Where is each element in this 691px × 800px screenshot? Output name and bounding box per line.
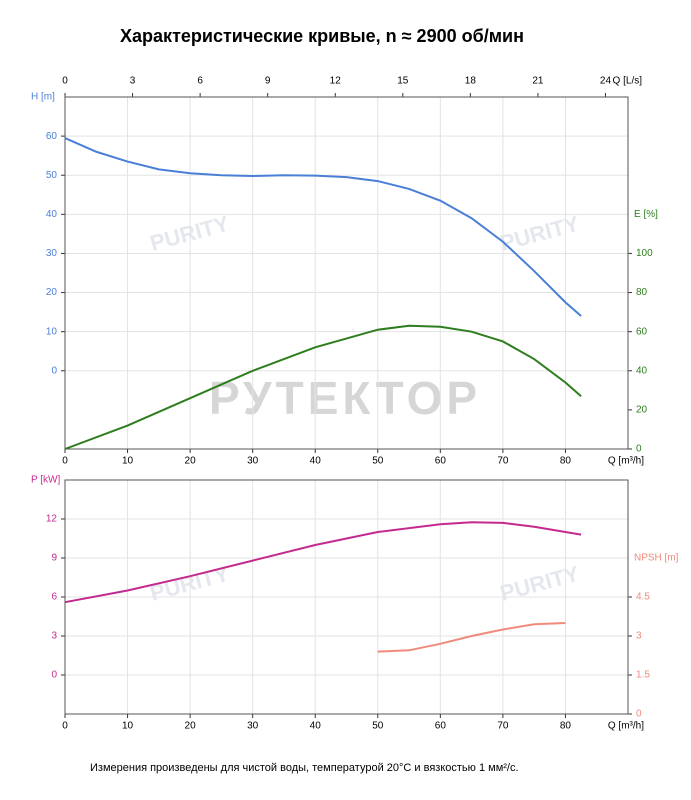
chart-title: Характеристические кривые, n ≈ 2900 об/м… (120, 26, 524, 46)
y-tick-label: 6 (51, 592, 57, 603)
x-tick-label: 60 (435, 721, 447, 732)
x-tick-label: 50 (372, 456, 384, 467)
x-tick-label: 40 (310, 721, 322, 732)
y2-tick-label: 40 (636, 365, 648, 376)
series-line (64, 521, 582, 604)
x2-tick-label: 6 (197, 76, 203, 87)
x-tick-label: 40 (310, 456, 322, 467)
y-tick-label: 12 (46, 514, 58, 525)
y-axis-label: P [kW] (31, 475, 60, 486)
x2-tick-label: 0 (62, 76, 68, 87)
x-tick-label: 20 (185, 721, 197, 732)
y2-tick-label: 4.5 (636, 592, 650, 603)
watermark: PURITY (497, 561, 582, 606)
series-line (64, 137, 582, 317)
y2-tick-label: 0 (636, 709, 642, 720)
y-tick-label: 50 (46, 170, 58, 181)
x-axis-label: Q [m³/h] (608, 721, 644, 732)
series-line (377, 622, 566, 653)
x-tick-label: 60 (435, 456, 447, 467)
y-tick-label: 3 (51, 631, 57, 642)
y-axis-label: H [m] (31, 92, 55, 103)
y-tick-label: 0 (51, 670, 57, 681)
x2-tick-label: 9 (265, 76, 271, 87)
footnote: Измерения произведены для чистой воды, т… (90, 762, 519, 774)
x2-tick-label: 15 (397, 76, 409, 87)
y2-axis-label: NPSH [m] (634, 553, 679, 564)
y-tick-label: 30 (46, 248, 58, 259)
x-axis-label: Q [m³/h] (608, 456, 644, 467)
x2-tick-label: 12 (330, 76, 342, 87)
x-tick-label: 20 (185, 456, 197, 467)
x-tick-label: 0 (62, 456, 68, 467)
y2-tick-label: 0 (636, 444, 642, 455)
y-tick-label: 0 (51, 365, 57, 376)
x2-axis-label: Q [L/s] (613, 76, 643, 87)
x2-tick-label: 21 (532, 76, 544, 87)
x2-tick-label: 3 (130, 76, 136, 87)
x2-tick-label: 18 (465, 76, 477, 87)
y-tick-label: 10 (46, 326, 58, 337)
x2-tick-label: 24 (600, 76, 612, 87)
x-tick-label: 70 (497, 456, 509, 467)
x-tick-label: 80 (560, 456, 572, 467)
x-tick-label: 70 (497, 721, 509, 732)
y2-axis-label: E [%] (634, 209, 658, 220)
watermark: РУТЕКТОР (209, 372, 481, 424)
y-tick-label: 9 (51, 553, 57, 564)
y-tick-label: 20 (46, 287, 58, 298)
x-tick-label: 10 (122, 721, 134, 732)
y-tick-label: 60 (46, 131, 58, 142)
y2-tick-label: 3 (636, 631, 642, 642)
x-tick-label: 10 (122, 456, 134, 467)
y2-tick-label: 60 (636, 326, 648, 337)
y2-tick-label: 100 (636, 248, 653, 259)
x-tick-label: 50 (372, 721, 384, 732)
x-tick-label: 0 (62, 721, 68, 732)
plot-frame (64, 479, 629, 715)
series-line (64, 324, 582, 450)
y2-tick-label: 1.5 (636, 670, 650, 681)
x-tick-label: 80 (560, 721, 572, 732)
x-tick-label: 30 (247, 721, 259, 732)
y-tick-label: 40 (46, 209, 58, 220)
plot-frame (64, 96, 629, 450)
y2-tick-label: 80 (636, 287, 648, 298)
x-tick-label: 30 (247, 456, 259, 467)
y2-tick-label: 20 (636, 405, 648, 416)
